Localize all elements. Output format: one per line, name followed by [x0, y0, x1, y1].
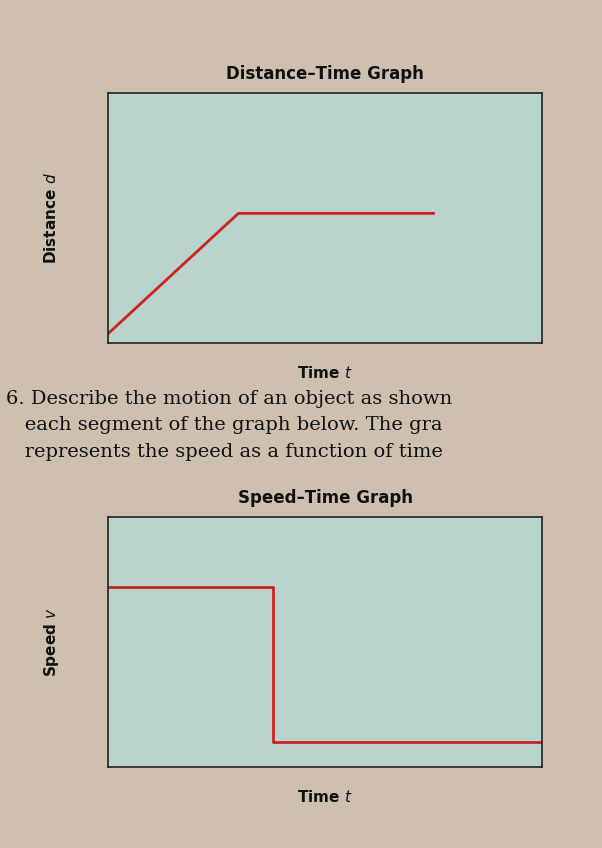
Text: Distance–Time Graph: Distance–Time Graph — [226, 65, 424, 83]
Text: 6. Describe the motion of an object as shown
   each segment of the graph below.: 6. Describe the motion of an object as s… — [6, 390, 452, 460]
Text: Time $\it{t}$: Time $\it{t}$ — [297, 789, 353, 805]
Text: Speed $\it{v}$: Speed $\it{v}$ — [42, 607, 61, 678]
Text: Time $\it{t}$: Time $\it{t}$ — [297, 365, 353, 381]
Text: Distance $\it{d}$: Distance $\it{d}$ — [43, 172, 59, 265]
Text: Speed–Time Graph: Speed–Time Graph — [238, 489, 412, 507]
